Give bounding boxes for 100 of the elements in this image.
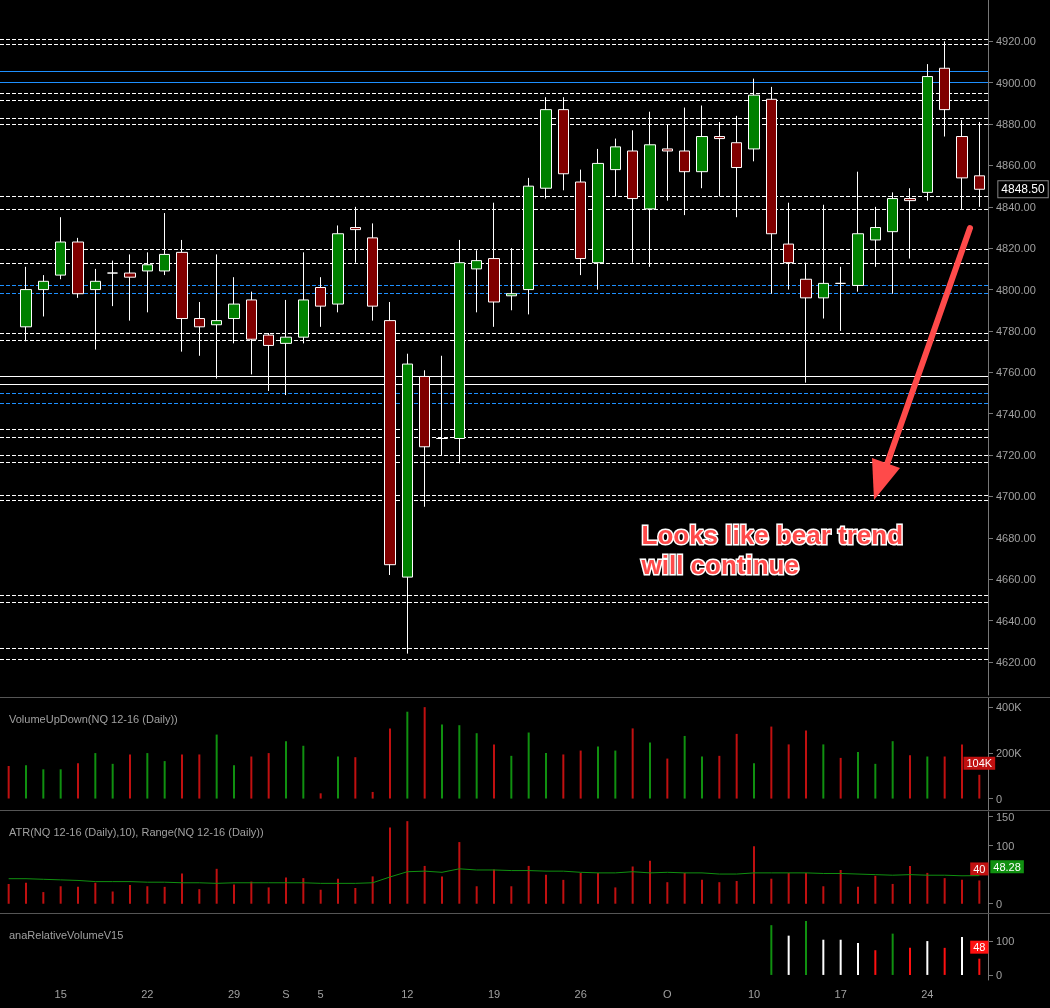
bar <box>701 879 703 904</box>
y-tick-label: 4800.00 <box>996 283 1036 296</box>
bar <box>233 884 235 904</box>
y-tick-label: 4860.00 <box>996 159 1036 172</box>
bar <box>805 872 807 904</box>
x-tick-label: 22 <box>141 987 154 1000</box>
bar <box>406 821 409 904</box>
bar <box>787 744 790 799</box>
bar <box>389 827 391 904</box>
bar <box>337 756 339 799</box>
bar <box>614 887 617 904</box>
bar <box>770 878 773 904</box>
y-tick-label: 4820.00 <box>996 242 1036 255</box>
bar <box>822 886 825 904</box>
y-tick-label: 150 <box>996 810 1015 823</box>
bar <box>666 882 669 904</box>
data-label: 104K <box>966 757 993 770</box>
x-tick-label: 12 <box>401 987 414 1000</box>
bar <box>406 711 409 799</box>
bar <box>753 763 755 799</box>
bar <box>597 746 599 799</box>
bar <box>597 872 599 904</box>
y-tick-label: 4840.00 <box>996 200 1036 213</box>
bar <box>510 886 513 904</box>
bar <box>337 878 339 904</box>
bar <box>181 873 183 904</box>
bar <box>493 869 495 904</box>
bar <box>527 865 530 904</box>
bar <box>631 728 634 799</box>
bar <box>163 761 166 799</box>
bar <box>423 865 426 904</box>
bar <box>822 939 825 975</box>
bar <box>198 889 201 904</box>
candlestick <box>38 274 49 317</box>
y-tick-label: 200K <box>996 746 1023 759</box>
bar <box>891 883 894 904</box>
x-tick-label: 17 <box>834 987 847 1000</box>
bar <box>839 757 842 799</box>
bar <box>319 889 322 904</box>
bar <box>545 753 547 799</box>
bar <box>129 754 131 799</box>
bar <box>839 939 842 975</box>
bar <box>285 741 287 799</box>
bar <box>77 886 79 904</box>
bar <box>94 882 97 904</box>
bar <box>354 757 357 799</box>
bar <box>943 756 946 799</box>
data-label: 48.28 <box>993 860 1021 873</box>
bar <box>978 880 981 904</box>
bar <box>441 724 443 799</box>
bar <box>891 741 894 799</box>
bar <box>59 886 62 904</box>
y-tick-label: 0 <box>996 968 1003 981</box>
bar <box>77 763 79 799</box>
bar <box>787 935 790 975</box>
y-tick-label: 4900.00 <box>996 76 1036 89</box>
bar <box>735 733 738 799</box>
bar <box>441 876 443 904</box>
bar <box>857 886 859 904</box>
y-tick-label: 4780.00 <box>996 324 1036 337</box>
bar <box>943 878 946 904</box>
bar <box>42 769 45 799</box>
bar <box>319 793 322 799</box>
bar <box>649 860 651 904</box>
y-tick-label: 100 <box>996 839 1015 852</box>
bar <box>458 842 461 904</box>
bar <box>718 755 721 799</box>
x-tick-label: S <box>282 987 290 1000</box>
bar <box>94 753 97 799</box>
bar <box>215 868 218 904</box>
bar <box>874 950 877 975</box>
x-tick-label: 29 <box>227 987 241 1000</box>
bar <box>961 937 963 975</box>
bar <box>285 877 287 904</box>
bar <box>371 791 374 799</box>
bar <box>579 750 582 799</box>
bar <box>753 846 755 904</box>
text: ATR(NQ 12-16 (Daily),10), Range(NQ 12-16 (Daily)) <box>9 825 264 838</box>
bar <box>839 869 842 904</box>
bar <box>701 756 703 799</box>
bar <box>146 886 149 904</box>
bar <box>562 754 565 799</box>
y-tick-label: 0 <box>996 792 1003 805</box>
bar <box>111 763 114 799</box>
bar <box>805 730 807 799</box>
bar <box>805 921 807 975</box>
bar <box>233 765 235 799</box>
bar <box>250 756 253 799</box>
x-tick-label: 24 <box>921 987 934 1000</box>
text: VolumeUpDown(NQ 12-16 (Daily)) <box>9 712 178 725</box>
y-tick-label: 4680.00 <box>996 531 1036 544</box>
y-tick-label: 4720.00 <box>996 449 1036 462</box>
bar <box>735 881 738 904</box>
bar <box>25 882 27 904</box>
y-tick-label: 4700.00 <box>996 490 1036 503</box>
data-label: 48 <box>973 941 986 954</box>
bar <box>250 881 253 904</box>
bar <box>649 742 651 799</box>
y-tick-label: 4640.00 <box>996 614 1036 627</box>
x-tick-label: 10 <box>747 987 761 1000</box>
